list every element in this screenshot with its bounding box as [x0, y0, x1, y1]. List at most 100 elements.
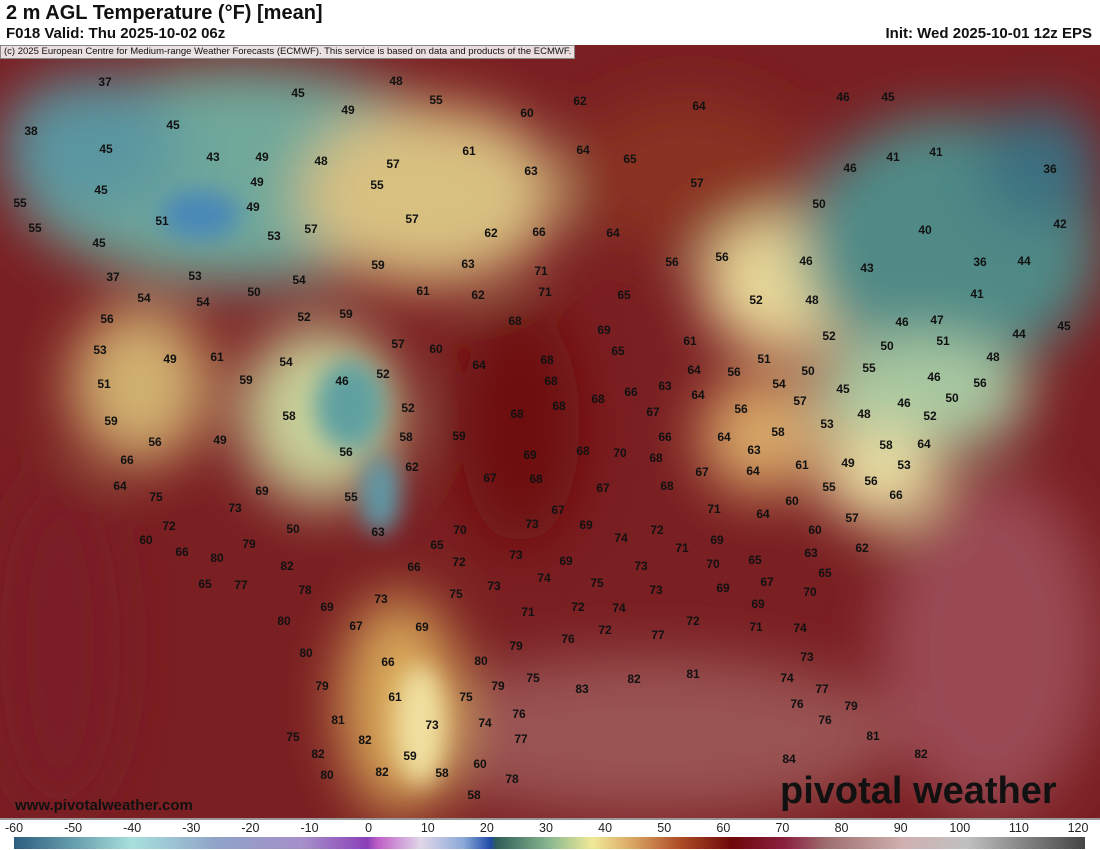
temperature-label: 65 [198, 577, 212, 591]
temperature-label: 79 [315, 679, 329, 693]
pivotal-weather-logo: pivotal weather [780, 770, 1057, 812]
temperature-label: 58 [435, 766, 449, 780]
temperature-label: 45 [92, 236, 106, 250]
temperature-label: 44 [1017, 254, 1031, 268]
temperature-label: 82 [311, 747, 325, 761]
temperature-label: 66 [624, 385, 638, 399]
temperature-label: 56 [715, 250, 729, 264]
temperature-label: 61 [416, 284, 430, 298]
temperature-label: 82 [358, 733, 372, 747]
temperature-label: 64 [917, 437, 931, 451]
temperature-label: 48 [389, 74, 403, 88]
temperature-label: 67 [349, 619, 363, 633]
temperature-label: 68 [510, 407, 524, 421]
temperature-label: 59 [239, 373, 253, 387]
temperature-label: 56 [339, 445, 353, 459]
temperature-label: 50 [880, 339, 894, 353]
temperature-label: 52 [749, 293, 763, 307]
temperature-label: 56 [973, 376, 987, 390]
temperature-label: 36 [973, 255, 987, 269]
temperature-label: 64 [717, 430, 731, 444]
temperature-label: 75 [526, 671, 540, 685]
temperature-label: 69 [415, 620, 429, 634]
temperature-label: 57 [386, 157, 400, 171]
temperature-label: 55 [429, 93, 443, 107]
temperature-label: 74 [537, 571, 551, 585]
colorbar-tick: 50 [657, 821, 672, 835]
temperature-label: 76 [512, 707, 526, 721]
map-title: 2 m AGL Temperature (°F) [mean] [6, 2, 323, 24]
temperature-label: 74 [793, 621, 807, 635]
temperature-label: 73 [649, 583, 663, 597]
temperature-label: 68 [508, 314, 522, 328]
colorbar-tick: 60 [716, 821, 731, 835]
temperature-label: 59 [339, 307, 353, 321]
temperature-label: 58 [467, 788, 481, 802]
temperature-label: 64 [606, 226, 620, 240]
temperature-label: 51 [757, 352, 771, 366]
temperature-label: 59 [371, 258, 385, 272]
temperature-label: 75 [590, 576, 604, 590]
temperature-label: 72 [650, 523, 664, 537]
temperature-label: 47 [930, 313, 944, 327]
temperature-label: 62 [484, 226, 498, 240]
temperature-label: 56 [665, 255, 679, 269]
temperature-label: 59 [452, 429, 466, 443]
temperature-label: 46 [799, 254, 813, 268]
website-link[interactable]: www.pivotalweather.com [15, 797, 193, 814]
temperature-label: 70 [453, 523, 467, 537]
temperature-label: 61 [210, 350, 224, 364]
temperature-label: 51 [97, 377, 111, 391]
temperature-label: 45 [1057, 319, 1071, 333]
temperature-label: 66 [175, 545, 189, 559]
temperature-label: 58 [879, 438, 893, 452]
temperature-label: 80 [277, 614, 291, 628]
temperature-label: 77 [234, 578, 248, 592]
temperature-label: 72 [598, 623, 612, 637]
temperature-label: 69 [716, 581, 730, 595]
temperature-label: 64 [687, 363, 701, 377]
temperature-label: 46 [927, 370, 941, 384]
temperature-label: 46 [843, 161, 857, 175]
temperature-label: 36 [1043, 162, 1057, 176]
temperature-label: 57 [391, 337, 405, 351]
temperature-label: 49 [255, 150, 269, 164]
colorbar-tick: 40 [598, 821, 613, 835]
temperature-label: 45 [99, 142, 113, 156]
temperature-label: 46 [335, 374, 349, 388]
temperature-label: 73 [374, 592, 388, 606]
temperature-label: 84 [782, 752, 796, 766]
temperature-map[interactable]: 37 45 48 55 62 64 46 45 38 45 49 60 45 43 49 48 57 61 64 65… [0, 45, 1100, 818]
colorbar-gradient [14, 837, 1085, 849]
temperature-label: 62 [855, 541, 869, 555]
temperature-label: 38 [24, 124, 38, 138]
temperature-label: 69 [559, 554, 573, 568]
temperature-label: 70 [706, 557, 720, 571]
colorbar-tick: 30 [539, 821, 553, 835]
temperature-label: 64 [692, 99, 706, 113]
temperature-label: 79 [844, 699, 858, 713]
colorbar-tick: 120 [1067, 821, 1089, 835]
temperature-label: 42 [1053, 217, 1067, 231]
temperature-label: 63 [461, 257, 475, 271]
temperature-label: 76 [790, 697, 804, 711]
temperature-label: 70 [803, 585, 817, 599]
temperature-label: 48 [314, 154, 328, 168]
temperature-label: 54 [292, 273, 306, 287]
temperature-label: 74 [478, 716, 492, 730]
temperature-label: 68 [591, 392, 605, 406]
colorbar-tick: 100 [949, 821, 971, 835]
temperature-label: 67 [646, 405, 660, 419]
temperature-label: 46 [836, 90, 850, 104]
colorbar-tick: 80 [834, 821, 849, 835]
temperature-label: 71 [675, 541, 689, 555]
temperature-label: 72 [686, 614, 700, 628]
temperature-label: 79 [491, 679, 505, 693]
temperature-label: 80 [474, 654, 488, 668]
temperature-label: 83 [575, 682, 589, 696]
temperature-labels: 37 45 48 55 62 64 46 45 38 45 49 60 45 43 49 48 57 61 64 65… [0, 45, 1100, 818]
temperature-label: 81 [331, 713, 345, 727]
temperature-label: 82 [280, 559, 294, 573]
temperature-label: 57 [690, 176, 704, 190]
temperature-label: 78 [505, 772, 519, 786]
